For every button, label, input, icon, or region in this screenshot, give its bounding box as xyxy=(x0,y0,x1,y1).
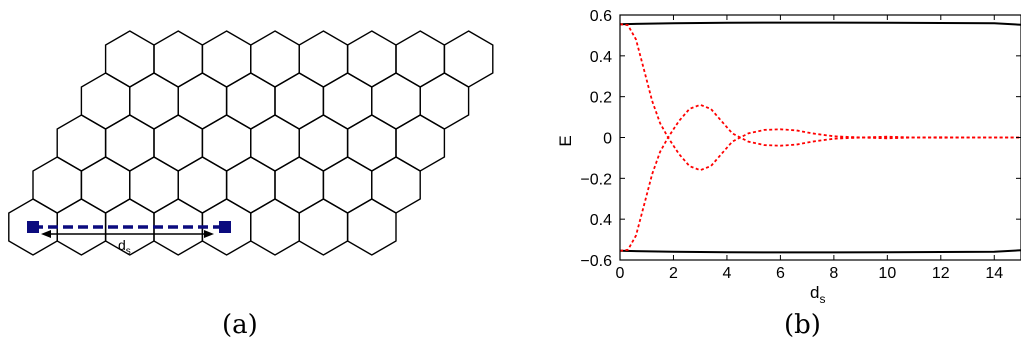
hexagon-cell xyxy=(129,156,179,214)
right-marker xyxy=(219,221,231,233)
distance-label: ds xyxy=(118,237,131,257)
hexagon-cell xyxy=(104,30,155,88)
hexagon-cell xyxy=(322,156,373,214)
hexagon-cell xyxy=(177,72,228,130)
energy-chart: 0 2 4 6 8 10 12 14 0.6 0.4 0.2 0 −0.2 0.4 −0.6 E ds xyxy=(556,8,1021,306)
hexagon-cell xyxy=(129,72,179,130)
hexagon-cell xyxy=(371,72,421,130)
hexagon-cell xyxy=(250,30,300,88)
hexagon-cell xyxy=(274,72,325,130)
hexagon-cell xyxy=(80,72,131,130)
hexagon-cell xyxy=(346,30,397,88)
hexagon-cell xyxy=(419,72,470,130)
x-tick-label: 4 xyxy=(722,265,731,282)
hexagon-cell xyxy=(250,114,300,172)
hexagon-cell xyxy=(56,114,107,172)
y-axis-ticks: 0.6 0.4 0.2 0 −0.2 0.4 −0.6 xyxy=(580,8,1021,270)
hexagon-cell xyxy=(250,198,300,256)
hexagon-grid xyxy=(8,30,494,256)
x-tick-label: 2 xyxy=(669,265,678,282)
hexagon-cell xyxy=(274,156,325,214)
y-tick-label: 0.4 xyxy=(590,212,612,229)
hexagon-cell xyxy=(153,30,204,88)
hexagon-cell xyxy=(80,156,131,214)
hexagon-cell xyxy=(225,156,276,214)
series-solid-line-1 xyxy=(619,249,1021,254)
hexagon-cell xyxy=(346,198,397,256)
panel-label-b: (b) xyxy=(784,310,821,340)
hexagon-cell xyxy=(322,72,373,130)
arrow-head-right xyxy=(204,230,214,238)
plot-frame xyxy=(619,14,1021,261)
x-axis-title: ds xyxy=(810,283,825,306)
lattice-diagram: ds xyxy=(8,30,494,257)
hexagon-cell xyxy=(395,114,446,172)
y-tick-label: 0.2 xyxy=(590,90,612,107)
y-tick-label: −0.6 xyxy=(580,253,612,270)
arrow-head-left xyxy=(41,230,51,238)
y-tick-label: 0 xyxy=(603,131,612,148)
hexagon-cell xyxy=(104,114,155,172)
hexagon-cell xyxy=(371,156,421,214)
hexagon-cell xyxy=(153,114,204,172)
x-axis-ticks: 0 2 4 6 8 10 12 14 xyxy=(616,15,1003,282)
hexagon-cell xyxy=(298,114,349,172)
y-axis-title: E xyxy=(556,135,575,146)
series-dotted-line-3 xyxy=(619,103,1021,252)
series-dotted-line-2 xyxy=(619,23,1021,172)
hexagon-cell xyxy=(395,30,446,88)
y-tick-label: −0.2 xyxy=(580,171,612,188)
plot-series xyxy=(619,21,1021,254)
left-marker xyxy=(27,221,39,233)
x-tick-label: 8 xyxy=(829,265,838,282)
panel-label-a: (a) xyxy=(222,310,258,340)
series-solid-line-0 xyxy=(619,21,1021,26)
x-tick-label: 10 xyxy=(878,265,896,282)
y-tick-label: 0.6 xyxy=(590,8,612,25)
hexagon-cell xyxy=(201,114,252,172)
hexagon-cell xyxy=(298,30,349,88)
x-tick-label: 14 xyxy=(985,265,1003,282)
hexagon-cell xyxy=(443,30,494,88)
hexagon-cell xyxy=(346,114,397,172)
hexagon-cell xyxy=(32,156,83,214)
hexagon-cell xyxy=(201,30,252,88)
hexagon-cell xyxy=(298,198,349,256)
x-tick-label: 0 xyxy=(616,265,625,282)
x-tick-label: 12 xyxy=(932,265,950,282)
hexagon-cell xyxy=(225,72,276,130)
distance-indicator: ds xyxy=(27,221,231,257)
x-tick-label: 6 xyxy=(776,265,785,282)
hexagon-cell xyxy=(177,156,228,214)
y-tick-label: 0.4 xyxy=(590,49,612,66)
